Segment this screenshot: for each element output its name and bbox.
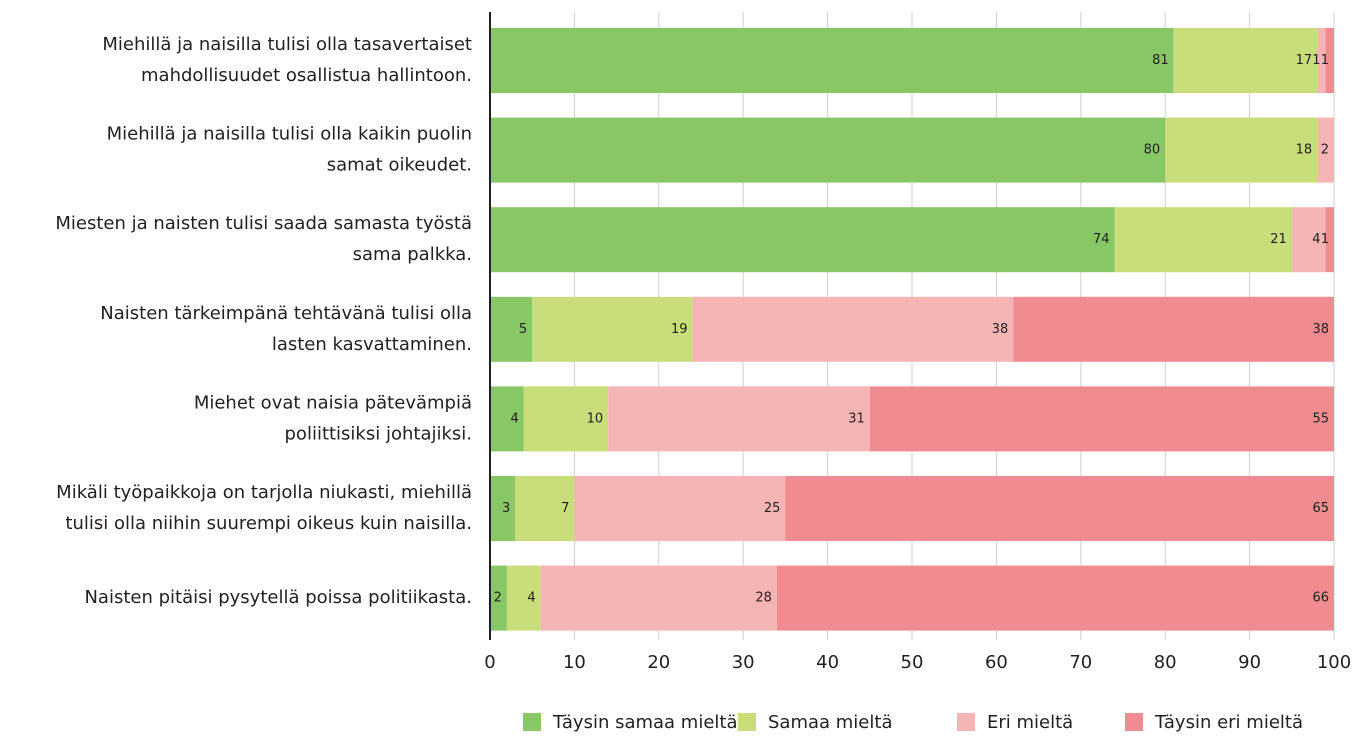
bar-segment [1317,117,1334,183]
data-label: 81 [1152,53,1169,68]
data-label: 38 [1312,322,1329,337]
legend-label: Täysin samaa mieltä [552,712,738,733]
data-label: 3 [502,501,510,516]
bar-segment [1291,207,1326,273]
bar-segment [608,386,870,452]
legend-swatch [1125,713,1143,731]
category-label: lasten kasvattaminen. [272,334,472,355]
data-label: 31 [848,411,865,426]
data-label: 74 [1093,232,1110,247]
data-label: 80 [1144,143,1161,158]
data-label: 18 [1296,143,1313,158]
data-label: 10 [587,411,604,426]
bar-segment [1173,28,1318,93]
data-label: 4 [527,591,535,606]
data-label: 7 [561,501,569,516]
bar-segment [490,565,507,631]
category-label: Mikäli työpaikkoja on tarjolla niukasti,… [56,482,472,503]
data-label: 25 [764,501,781,516]
legend-label: Eri mieltä [987,712,1073,733]
category-label: Naisten pitäisi pysytellä poissa politii… [84,587,472,608]
bar-segment [1114,207,1292,273]
data-label: 38 [992,322,1009,337]
bar-segment [692,296,1014,362]
category-label: mahdollisuudet osallistua hallintoon. [141,65,472,86]
data-label: 55 [1312,411,1329,426]
data-label: 19 [671,322,688,337]
x-tick-label: 0 [484,652,495,673]
x-tick-label: 30 [732,652,755,673]
legend-swatch [738,713,756,731]
category-label: Miehet ovat naisia pätevämpiä [194,392,472,413]
x-tick-label: 90 [1238,652,1261,673]
data-label: 17 [1296,53,1313,68]
x-tick-label: 80 [1154,652,1177,673]
bar-segment [869,386,1334,452]
bar-segment [540,565,777,631]
bar-segment [490,296,533,362]
bar-segment [1317,28,1326,93]
bar-segment [523,386,609,452]
x-tick-label: 20 [647,652,670,673]
category-label: Miesten ja naisten tulisi saada samasta … [55,213,472,234]
x-tick-label: 50 [901,652,924,673]
category-label: tulisi olla niihin suurempi oikeus kuin … [65,513,472,534]
bar-segment [490,476,516,541]
bar-segment [515,476,575,541]
bar-segment [1325,207,1334,273]
category-label: Miehillä ja naisilla tulisi olla kaikin … [107,124,472,145]
bar-segment [776,565,1334,631]
data-label: 4 [510,411,518,426]
data-label: 1 [1321,53,1329,68]
data-label: 1 [1312,53,1320,68]
x-tick-label: 40 [816,652,839,673]
legend-swatch [957,713,975,731]
bar-segment [490,28,1174,93]
category-label: samat oikeudet. [327,155,472,176]
data-label: 66 [1312,591,1329,606]
category-label: sama palkka. [353,244,472,265]
bar-segment [785,476,1334,541]
category-label: Naisten tärkeimpänä tehtävänä tulisi oll… [100,303,472,324]
data-label: 65 [1312,501,1329,516]
category-label: poliittisiksi johtajiksi. [285,423,473,444]
legend-label: Samaa mieltä [768,712,892,733]
legend-swatch [523,713,541,731]
bar-segment [574,476,786,541]
x-tick-label: 60 [985,652,1008,673]
category-label: Miehillä ja naisilla tulisi olla tasaver… [102,34,472,55]
legend-label: Täysin eri mieltä [1154,712,1303,733]
x-tick-label: 10 [563,652,586,673]
x-tick-label: 70 [1069,652,1092,673]
bar-segment [490,386,524,452]
data-label: 21 [1270,232,1287,247]
bar-segment [1013,296,1334,362]
data-label: 4 [1312,232,1320,247]
bar-segment [490,207,1115,273]
data-label: 5 [519,322,527,337]
bar-segment [532,296,693,362]
bar-segment [1325,28,1334,93]
data-label: 2 [1321,143,1329,158]
data-label: 2 [494,591,502,606]
bar-segment [1165,117,1318,183]
data-label: 1 [1321,232,1329,247]
data-label: 28 [755,591,772,606]
bar-segment [506,565,541,631]
x-tick-label: 100 [1317,652,1351,673]
bar-segment [490,117,1166,183]
